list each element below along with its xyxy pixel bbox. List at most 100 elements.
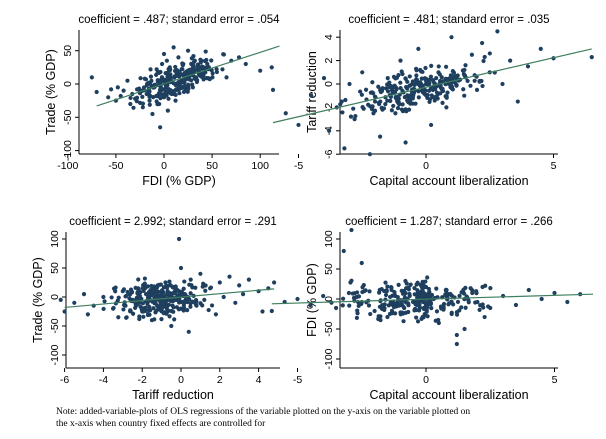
data-point — [396, 73, 401, 78]
data-point — [138, 76, 143, 81]
data-point — [340, 303, 345, 308]
y-tick-label: 0 — [323, 296, 335, 302]
data-point — [437, 78, 443, 84]
data-point — [205, 61, 210, 67]
data-point — [165, 108, 170, 113]
data-point — [176, 236, 182, 242]
data-point — [440, 100, 445, 105]
data-point — [387, 80, 392, 85]
data-point — [159, 317, 164, 322]
data-point — [269, 65, 274, 70]
data-point — [151, 306, 156, 311]
y-tick-label: 100 — [49, 230, 61, 248]
data-point — [143, 77, 149, 82]
data-point — [367, 289, 372, 294]
x-tick-label: 100 — [251, 160, 269, 172]
data-point — [444, 64, 449, 69]
data-point — [146, 307, 152, 313]
data-point — [146, 90, 151, 96]
data-point — [204, 57, 209, 63]
data-point — [413, 300, 419, 305]
data-point — [166, 76, 171, 81]
y-axis-label: Trade (% GDP) — [44, 49, 58, 135]
data-point — [101, 306, 106, 312]
data-point — [220, 67, 225, 72]
data-point — [124, 315, 129, 320]
y-tick-label: -50 — [323, 321, 335, 336]
data-point — [351, 106, 356, 111]
data-point — [452, 74, 457, 79]
data-point — [176, 55, 181, 60]
data-point — [403, 300, 409, 305]
data-point — [178, 265, 184, 271]
data-point — [466, 300, 471, 305]
data-point — [427, 290, 432, 296]
data-point — [429, 122, 434, 128]
data-point — [237, 283, 242, 288]
data-point — [182, 83, 187, 88]
data-point — [162, 91, 167, 96]
y-tick-label: -50 — [49, 318, 61, 333]
data-point — [158, 86, 164, 91]
data-point — [416, 46, 421, 52]
data-point — [355, 290, 360, 295]
data-point — [169, 323, 174, 329]
data-point — [526, 287, 531, 293]
data-point — [115, 85, 120, 90]
data-point — [121, 287, 127, 292]
data-point — [396, 100, 401, 105]
data-point — [363, 288, 368, 293]
data-point — [185, 89, 190, 94]
data-point — [481, 58, 486, 64]
data-point — [187, 282, 192, 287]
data-point — [425, 275, 430, 280]
data-point — [513, 302, 519, 308]
data-point — [81, 292, 87, 297]
data-point — [448, 291, 453, 297]
data-point — [177, 289, 182, 294]
data-point — [378, 134, 383, 139]
x-tick-label: -5 — [294, 160, 303, 172]
data-point — [429, 306, 434, 311]
data-point — [480, 83, 485, 89]
data-point — [428, 74, 434, 79]
data-point — [457, 308, 462, 313]
data-point — [515, 99, 520, 104]
data-point — [403, 84, 409, 90]
data-point — [438, 91, 443, 96]
data-point — [359, 92, 364, 97]
data-point — [177, 84, 182, 90]
data-point — [156, 70, 162, 75]
data-point — [144, 83, 149, 88]
data-point — [123, 303, 128, 308]
data-point — [413, 101, 418, 106]
data-point — [166, 96, 171, 101]
data-point — [121, 88, 126, 93]
data-point — [465, 78, 470, 84]
data-point — [436, 70, 441, 75]
data-point — [400, 102, 405, 107]
data-point — [372, 99, 378, 104]
data-point — [191, 59, 197, 64]
data-point — [187, 67, 192, 72]
data-point — [367, 152, 372, 157]
data-point — [201, 77, 206, 82]
data-point — [383, 292, 389, 298]
data-point — [147, 94, 152, 99]
data-point — [385, 98, 390, 103]
data-point — [142, 281, 147, 286]
data-point — [190, 69, 195, 74]
data-point — [202, 297, 207, 302]
data-point — [129, 289, 135, 294]
data-point — [449, 310, 454, 315]
data-point — [349, 227, 354, 233]
data-point — [186, 329, 191, 334]
data-point — [321, 293, 326, 299]
data-point — [414, 315, 419, 320]
y-tick-label: -2 — [323, 103, 335, 112]
data-point — [198, 60, 203, 65]
data-point — [454, 332, 459, 338]
data-point — [361, 283, 366, 288]
data-point — [378, 314, 383, 319]
x-tick-label: -2 — [138, 374, 147, 386]
